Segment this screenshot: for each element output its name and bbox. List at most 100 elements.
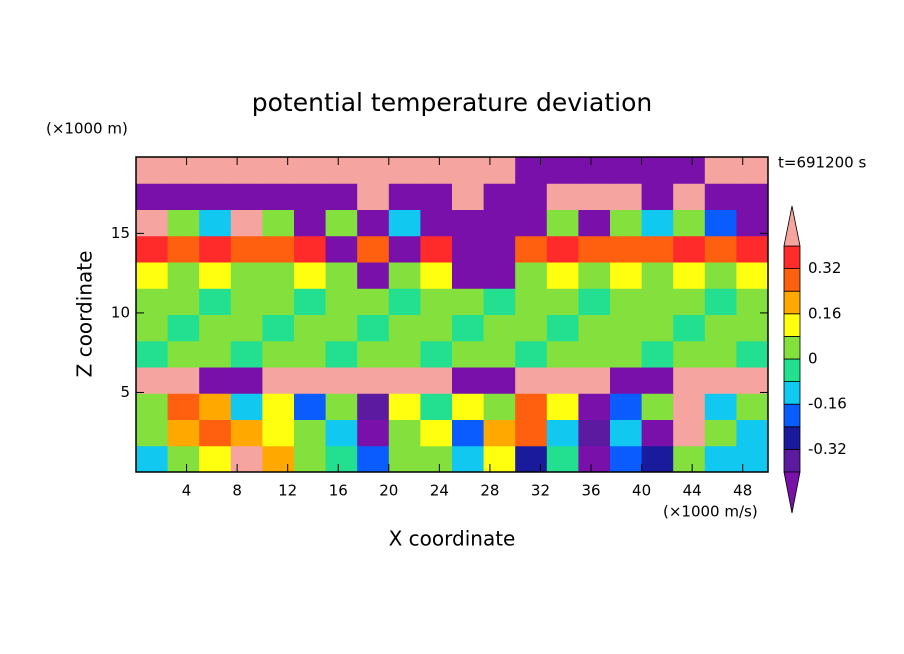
contour-cell	[673, 367, 706, 394]
contour-cell	[199, 209, 232, 237]
colorbar-box	[783, 403, 801, 428]
contour-cell	[483, 419, 516, 447]
contour-cell	[610, 235, 643, 263]
contour-cell	[388, 157, 421, 184]
contour-cell	[294, 340, 327, 368]
contour-cell	[136, 419, 169, 447]
contour-cell	[452, 393, 485, 420]
colorbar-box	[783, 335, 801, 360]
contour-cell	[641, 393, 674, 420]
contour-cell	[452, 340, 485, 368]
y-axis-label: Z coordinate	[73, 251, 97, 378]
contour-cell	[262, 419, 295, 447]
contour-cell	[673, 262, 706, 289]
colorbar-tick-label: -0.16	[808, 395, 847, 413]
contour-cell	[610, 209, 643, 237]
contour-cell	[294, 393, 327, 420]
contour-cell	[515, 157, 548, 184]
contour-cell	[483, 288, 516, 315]
colorbar-box	[783, 313, 801, 337]
contour-cell	[673, 157, 706, 184]
contour-cell	[420, 314, 453, 342]
contour-cell	[294, 235, 327, 263]
contour-cell	[546, 367, 579, 394]
contour-cell	[610, 340, 643, 368]
contour-cell	[167, 235, 200, 263]
contour-cell	[704, 209, 737, 237]
contour-cell	[167, 209, 200, 237]
contour-cell	[357, 157, 390, 184]
contour-cell	[136, 340, 169, 368]
contour-cell	[325, 288, 358, 315]
contour-cell	[199, 314, 232, 342]
contour-cell	[673, 183, 706, 210]
contour-cell	[610, 157, 643, 184]
contour-cell	[546, 288, 579, 315]
contour-cell	[578, 235, 611, 263]
contour-cell	[388, 235, 421, 263]
colorbar-extend-top	[783, 205, 801, 247]
contour-cell	[388, 367, 421, 394]
contour-cell	[230, 288, 263, 315]
contour-cell	[673, 209, 706, 237]
x-tick-label: 8	[232, 482, 242, 500]
contour-cell	[546, 419, 579, 447]
contour-cell	[610, 367, 643, 394]
contour-cell	[736, 288, 769, 315]
contour-cell	[452, 235, 485, 263]
contour-cell	[420, 288, 453, 315]
contour-cell	[230, 393, 263, 420]
contour-cell	[673, 393, 706, 420]
contour-cell	[704, 235, 737, 263]
contour-cell	[610, 393, 643, 420]
y-units: (×1000 m)	[46, 120, 128, 138]
contour-cell	[230, 367, 263, 394]
contour-cell	[294, 209, 327, 237]
contour-cell	[483, 393, 516, 420]
contour-cell	[199, 419, 232, 447]
contour-cell	[230, 314, 263, 342]
contour-cell	[483, 209, 516, 237]
contour-cell	[704, 288, 737, 315]
contour-cell	[388, 340, 421, 368]
contour-cell	[515, 445, 548, 473]
contour-cell	[294, 183, 327, 210]
contour-cell	[641, 157, 674, 184]
contour-cell	[546, 393, 579, 420]
contour-cell	[357, 419, 390, 447]
contour-cell	[546, 314, 579, 342]
contour-cell	[515, 340, 548, 368]
contour-cell	[736, 314, 769, 342]
contour-cell	[199, 262, 232, 289]
colorbar-box	[783, 290, 801, 315]
y-tick-label: 15	[111, 224, 130, 242]
contour-cell	[325, 340, 358, 368]
contour-cell	[167, 183, 200, 210]
y-tick-label: 10	[111, 303, 130, 321]
contour-cell	[452, 209, 485, 237]
contour-cell	[641, 209, 674, 237]
contour-cell	[610, 288, 643, 315]
contour-cell	[515, 235, 548, 263]
colorbar-tick-label: 0.16	[808, 304, 841, 322]
contour-cell	[578, 288, 611, 315]
contour-cell	[515, 314, 548, 342]
contour-cell	[294, 157, 327, 184]
contour-cell	[325, 262, 358, 289]
contour-cell	[230, 209, 263, 237]
contour-cell	[136, 393, 169, 420]
contour-cell	[420, 262, 453, 289]
contour-cell	[136, 183, 169, 210]
contour-cell	[325, 367, 358, 394]
contour-cell	[262, 367, 295, 394]
contour-cell	[673, 419, 706, 447]
contour-cell	[167, 262, 200, 289]
x-tick-label: 12	[278, 482, 297, 500]
contour-cell	[420, 157, 453, 184]
contour-cell	[230, 340, 263, 368]
contour-cell	[294, 445, 327, 473]
contour-cell	[704, 262, 737, 289]
contour-cell	[167, 367, 200, 394]
contour-cell	[388, 183, 421, 210]
contour-cell	[230, 157, 263, 184]
